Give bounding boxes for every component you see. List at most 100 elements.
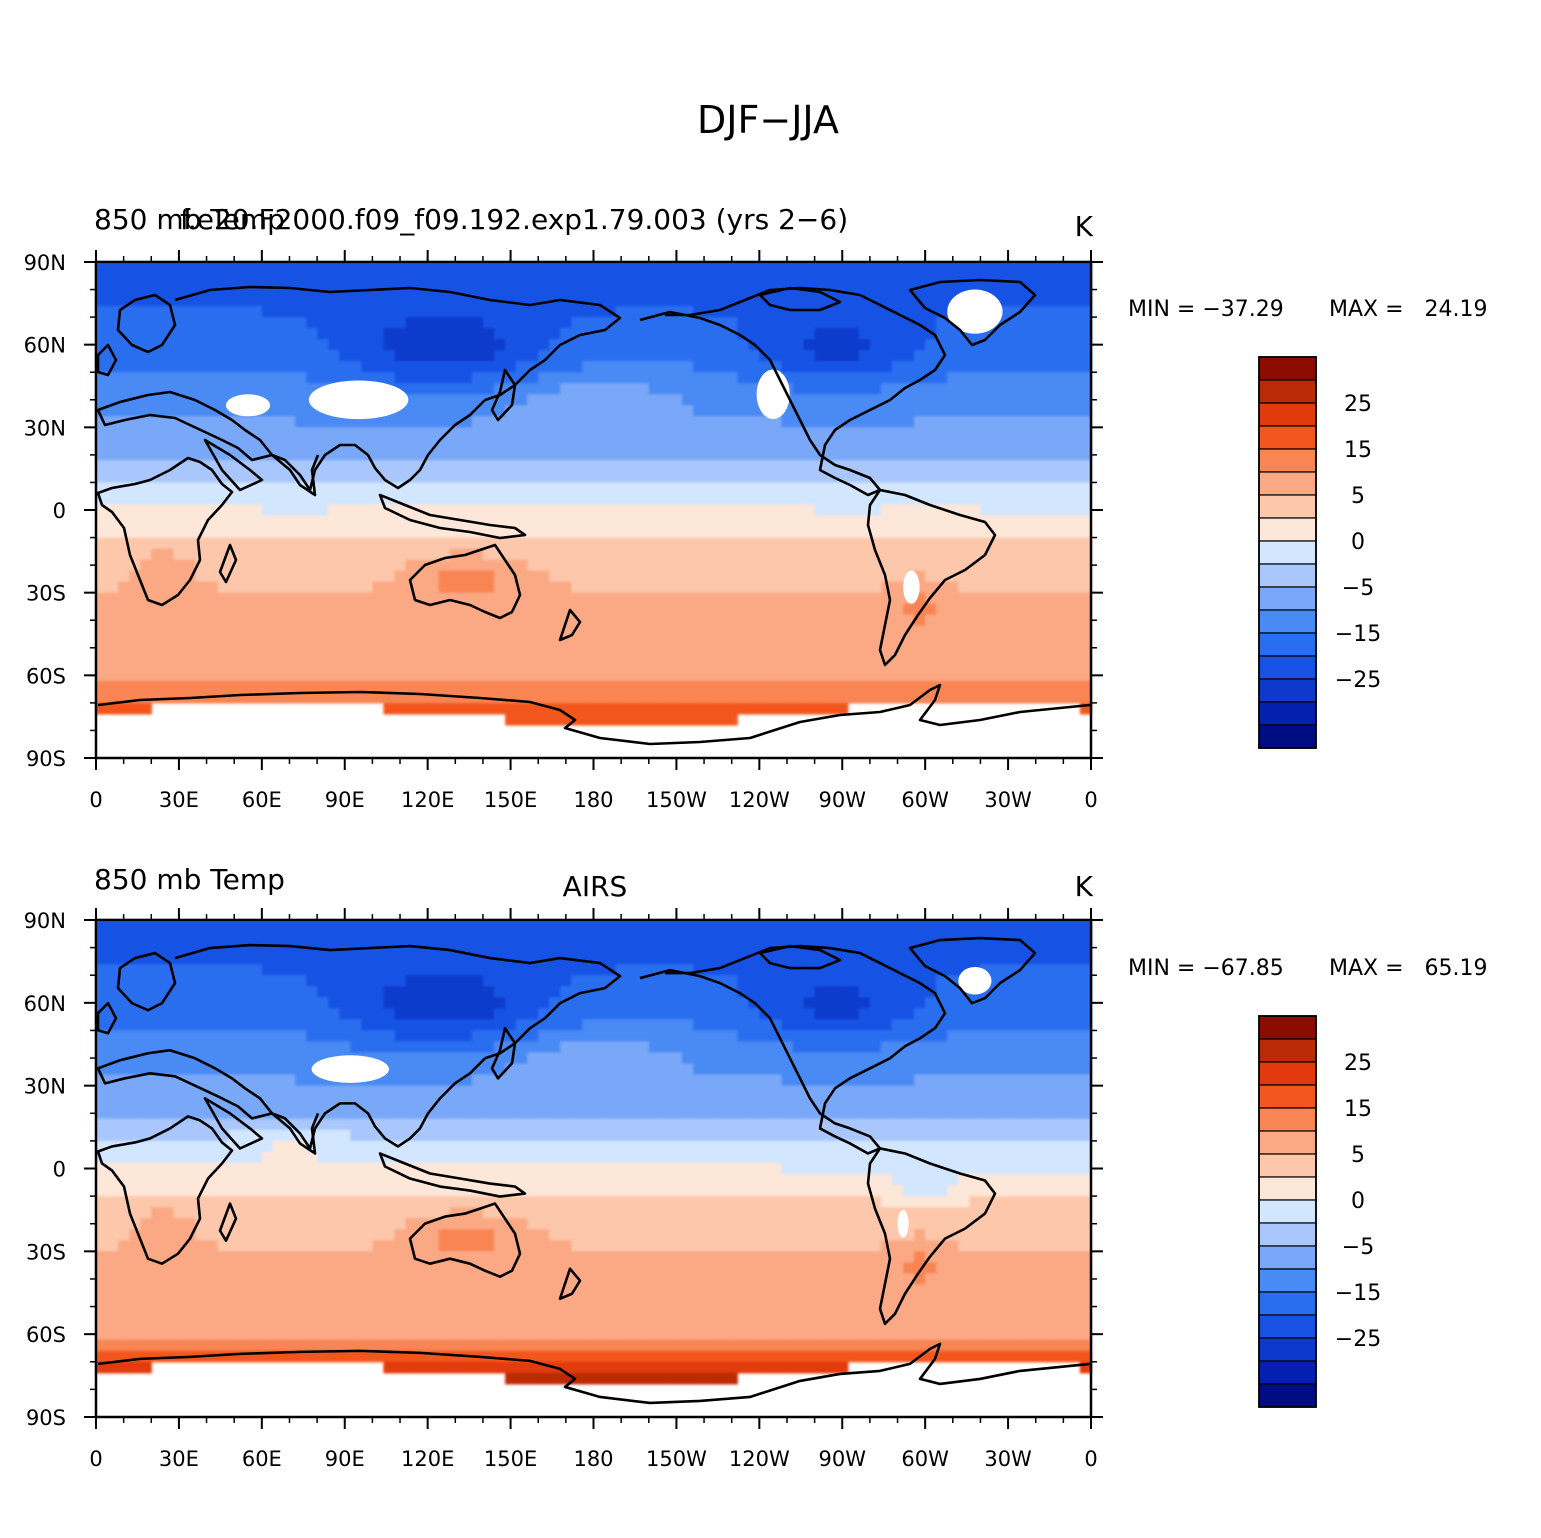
- field-cell: [217, 581, 230, 594]
- field-cell: [770, 438, 783, 450]
- field-cell: [781, 920, 794, 932]
- field-cell: [980, 953, 993, 965]
- field-cell: [615, 361, 628, 373]
- field-cell: [803, 515, 816, 528]
- panel-run-title: f.e20.F2000.f09_f09.192.exp1.79.003 (yrs…: [180, 203, 848, 236]
- field-cell: [560, 284, 572, 296]
- field-cell: [96, 526, 108, 539]
- field-cell: [151, 636, 163, 649]
- field-cell: [1046, 394, 1059, 406]
- field-cell: [947, 515, 959, 528]
- field-cell: [427, 361, 440, 373]
- field-cell: [272, 1041, 285, 1054]
- field-cell: [306, 570, 318, 583]
- field-cell: [704, 350, 716, 362]
- field-cell: [118, 438, 130, 450]
- field-cell: [195, 1052, 208, 1065]
- field-cell: [505, 471, 517, 483]
- field-cell: [151, 537, 163, 550]
- field-cell: [339, 284, 351, 296]
- field-cell: [228, 537, 241, 550]
- field-cell: [195, 548, 208, 561]
- field-cell: [416, 471, 429, 483]
- field-cell: [903, 295, 915, 307]
- field-cell: [715, 262, 727, 274]
- field-cell: [560, 702, 572, 715]
- field-cell: [737, 471, 749, 483]
- field-cell: [516, 592, 528, 605]
- field-cell: [1046, 284, 1059, 296]
- field-cell: [460, 581, 473, 594]
- field-cell: [991, 262, 1004, 274]
- field-cell: [173, 482, 186, 494]
- field-cell: [306, 658, 318, 671]
- field-cell: [903, 625, 915, 638]
- field-cell: [947, 262, 959, 274]
- field-cell: [571, 460, 584, 472]
- field-cell: [659, 691, 672, 704]
- field-cell: [306, 515, 318, 528]
- field-cell: [173, 1041, 186, 1054]
- field-cell: [217, 339, 230, 351]
- field-cell: [1068, 1019, 1081, 1031]
- field-cell: [427, 559, 440, 572]
- field-cell: [339, 581, 351, 594]
- field-cell: [615, 504, 628, 517]
- field-cell: [516, 548, 528, 561]
- field-cell: [681, 964, 694, 976]
- field-cell: [858, 975, 871, 987]
- field-cell: [914, 372, 926, 384]
- field-cell: [228, 669, 241, 682]
- field-cell: [427, 614, 440, 627]
- field-cell: [914, 1019, 926, 1031]
- field-cell: [505, 953, 517, 965]
- field-cell: [317, 515, 329, 528]
- field-cell: [936, 449, 948, 461]
- field-cell: [449, 581, 462, 594]
- field-cell: [670, 284, 683, 296]
- field-cell: [151, 438, 163, 450]
- field-cell: [151, 460, 163, 472]
- field-cell: [582, 504, 595, 517]
- field-cell: [151, 273, 163, 285]
- field-cell: [748, 262, 760, 274]
- field-cell: [140, 559, 152, 572]
- field-cell: [162, 570, 174, 583]
- field-cell: [560, 691, 572, 704]
- field-cell: [1013, 504, 1026, 517]
- field-cell: [593, 449, 606, 461]
- field-cell: [825, 986, 838, 998]
- field-cell: [715, 438, 727, 450]
- field-cell: [571, 328, 584, 340]
- field-cell: [560, 548, 572, 561]
- field-cell: [272, 394, 285, 406]
- field-cell: [626, 931, 639, 943]
- field-cell: [283, 997, 296, 1009]
- field-cell: [903, 328, 915, 340]
- field-cell: [394, 317, 407, 329]
- field-cell: [416, 383, 429, 395]
- field-cell: [958, 1030, 970, 1042]
- field-cell: [748, 636, 760, 649]
- field-cell: [250, 931, 263, 943]
- field-cell: [151, 383, 163, 395]
- field-cell: [394, 953, 407, 965]
- field-cell: [925, 603, 937, 616]
- field-cell: [151, 449, 163, 461]
- field-cell: [162, 953, 174, 965]
- field-cell: [626, 526, 639, 539]
- field-cell: [173, 449, 186, 461]
- field-cell: [693, 1030, 705, 1042]
- field-cell: [317, 570, 329, 583]
- field-cell: [140, 449, 152, 461]
- field-cell: [648, 1008, 661, 1020]
- field-cell: [449, 262, 462, 274]
- field-cell: [1035, 515, 1048, 528]
- field-cell: [538, 493, 550, 506]
- field-cell: [107, 1030, 119, 1042]
- field-cell: [527, 680, 539, 693]
- field-cell: [416, 931, 429, 943]
- field-cell: [482, 986, 495, 998]
- field-cell: [527, 953, 539, 965]
- field-cell: [405, 570, 418, 583]
